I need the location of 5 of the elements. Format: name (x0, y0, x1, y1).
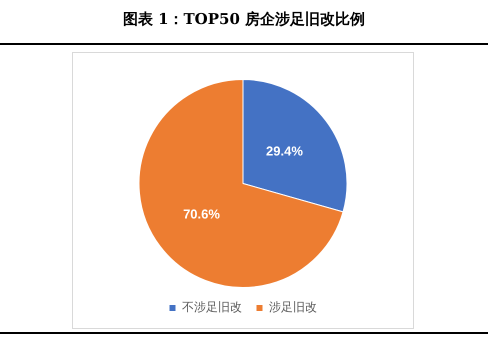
legend-label: 涉足旧改 (269, 300, 317, 314)
data-label: 70.6% (183, 206, 220, 222)
data-label: 29.4% (266, 144, 304, 159)
chart-title: 图表 1：TOP50 房企涉足旧改比例 (122, 10, 366, 29)
legend-label: 不涉足旧改 (182, 300, 242, 314)
